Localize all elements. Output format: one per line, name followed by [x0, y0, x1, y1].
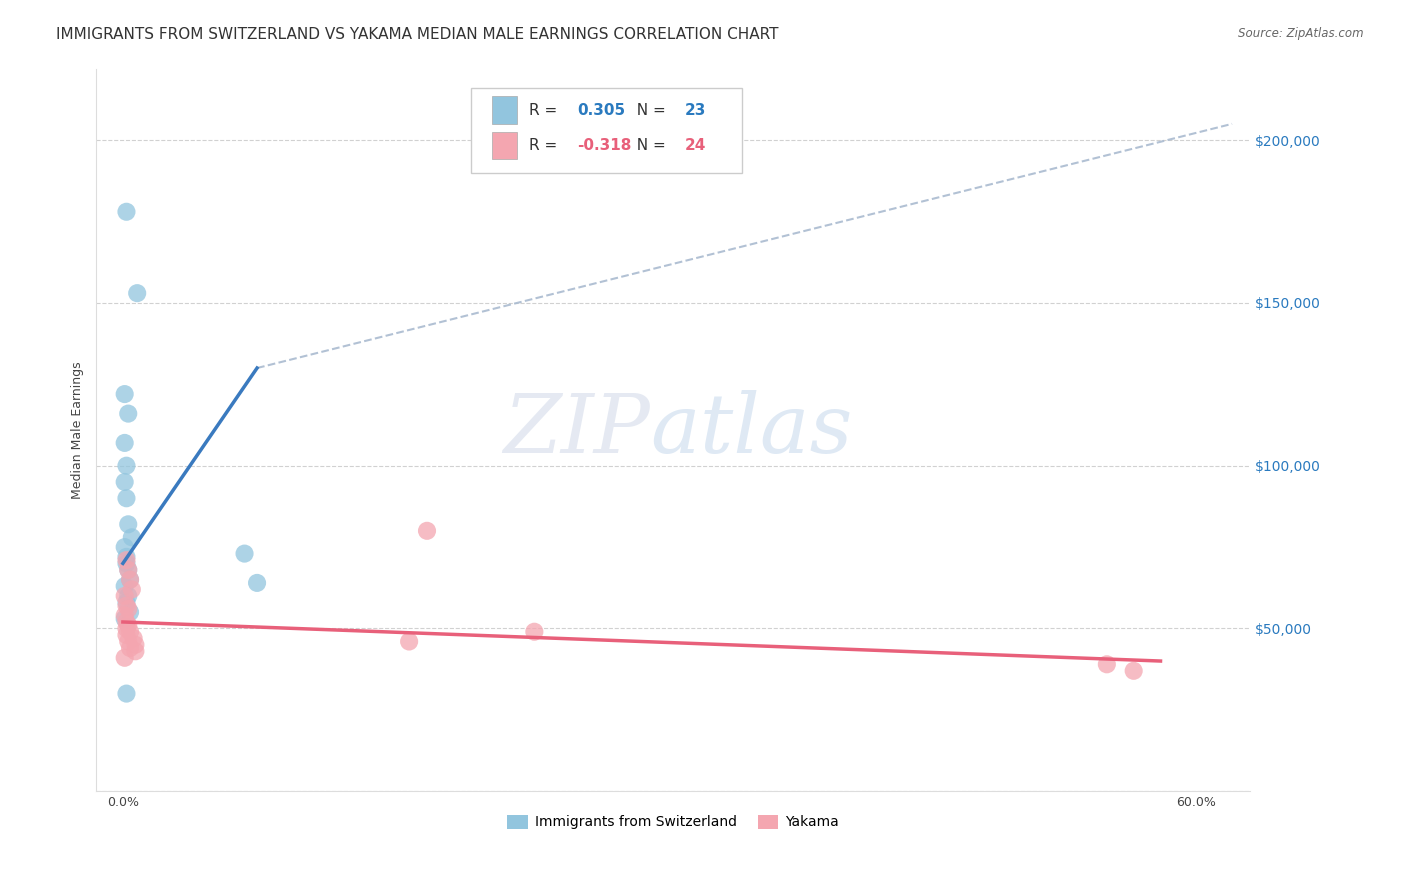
Point — [115, 615, 138, 629]
Y-axis label: Median Male Earnings: Median Male Earnings — [72, 361, 84, 499]
Point — [117, 563, 139, 577]
Point — [115, 687, 138, 701]
Point — [124, 638, 146, 652]
Text: ZIP: ZIP — [503, 390, 650, 470]
Point — [117, 602, 139, 616]
Point — [117, 589, 139, 603]
Point — [114, 436, 136, 450]
Text: N =: N = — [627, 103, 671, 118]
Point — [115, 204, 138, 219]
Text: IMMIGRANTS FROM SWITZERLAND VS YAKAMA MEDIAN MALE EARNINGS CORRELATION CHART: IMMIGRANTS FROM SWITZERLAND VS YAKAMA ME… — [56, 27, 779, 42]
Point — [114, 387, 136, 401]
Text: N =: N = — [627, 138, 671, 153]
Point — [114, 589, 136, 603]
FancyBboxPatch shape — [471, 88, 742, 173]
Point — [398, 634, 420, 648]
Point — [117, 634, 139, 648]
Point — [114, 612, 136, 626]
Point — [115, 595, 138, 609]
Text: R =: R = — [529, 103, 562, 118]
Text: -0.318: -0.318 — [578, 138, 631, 153]
Point — [115, 553, 138, 567]
Point — [114, 540, 136, 554]
Point — [233, 547, 256, 561]
Point — [117, 563, 139, 577]
Text: 0.305: 0.305 — [578, 103, 626, 118]
Point — [118, 640, 141, 655]
Point — [246, 575, 269, 590]
Point — [1122, 664, 1144, 678]
Point — [115, 622, 138, 636]
Point — [1095, 657, 1118, 672]
Point — [121, 582, 143, 597]
Point — [115, 458, 138, 473]
Point — [121, 530, 143, 544]
Point — [118, 605, 141, 619]
Point — [127, 286, 149, 301]
Point — [124, 644, 146, 658]
Point — [118, 624, 141, 639]
Point — [114, 475, 136, 489]
Point — [115, 549, 138, 564]
Point — [115, 491, 138, 506]
FancyBboxPatch shape — [492, 132, 517, 159]
FancyBboxPatch shape — [492, 96, 517, 124]
Point — [115, 599, 138, 613]
Text: Source: ZipAtlas.com: Source: ZipAtlas.com — [1239, 27, 1364, 40]
Text: atlas: atlas — [650, 390, 852, 470]
Point — [523, 624, 546, 639]
Point — [114, 579, 136, 593]
Point — [118, 573, 141, 587]
Point — [117, 517, 139, 532]
Text: R =: R = — [529, 138, 562, 153]
Point — [117, 618, 139, 632]
Point — [115, 557, 138, 571]
Legend: Immigrants from Switzerland, Yakama: Immigrants from Switzerland, Yakama — [502, 809, 845, 835]
Point — [416, 524, 439, 538]
Point — [115, 628, 138, 642]
Point — [114, 608, 136, 623]
Point — [114, 650, 136, 665]
Text: 23: 23 — [685, 103, 706, 118]
Point — [122, 632, 145, 646]
Point — [117, 407, 139, 421]
Point — [118, 573, 141, 587]
Text: 24: 24 — [685, 138, 706, 153]
